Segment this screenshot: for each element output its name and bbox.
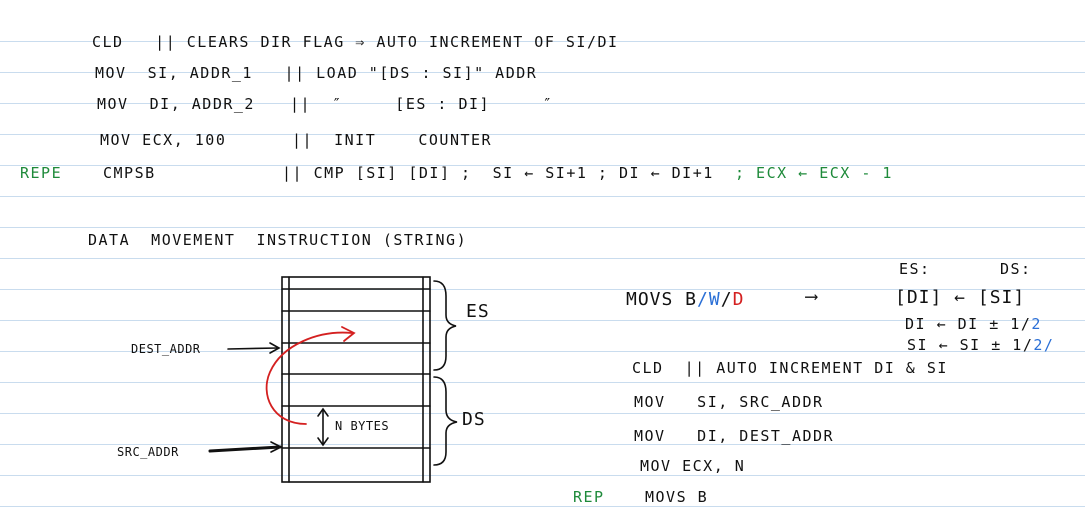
movs-w: W <box>708 289 721 310</box>
mov-si-src: MOV SI, SRC_ADDR <box>634 393 824 411</box>
mov-ecx-n: MOV ECX, N <box>640 457 746 475</box>
eq-di-blue: 2 <box>1031 315 1042 333</box>
movs-d: D <box>732 289 745 310</box>
eq-di-si: [DI] ← [SI] <box>895 287 1026 308</box>
cmpsb-comment-ecx: ; ECX ← ECX - 1 <box>735 164 893 182</box>
rep-prefix: REP <box>573 488 605 506</box>
mov-di-dest: MOV DI, DEST_ADDR <box>634 427 835 445</box>
note-line-cld: CLD || CLEARS DIR FLAG ⇒ AUTO INCREMENT … <box>92 33 619 51</box>
movs-instruction: MOVS B/W/D <box>626 291 744 309</box>
src-addr-label: SRC_ADDR <box>117 445 179 459</box>
eq-si-blue: 2/ <box>1033 336 1055 354</box>
cmpsb-comment: || CMP [SI] [DI] ; SI ← SI+1 ; DI ← DI+1 <box>282 164 714 182</box>
note-line-mov-di-comment: || ″ [ES : DI] ″ <box>290 95 554 113</box>
cmpsb-code: CMPSB <box>103 164 156 182</box>
n-bytes-label: N BYTES <box>335 419 390 433</box>
dest-addr-label: DEST_ADDR <box>131 342 201 356</box>
ds-brace <box>433 376 458 466</box>
note-line-mov-si: MOV SI, ADDR_1 || LOAD "[DS : SI]" ADDR <box>95 64 538 82</box>
ds-label: DS <box>462 409 486 430</box>
eq-si-update: SI ← SI ± 1/2/ <box>907 336 1054 354</box>
eq-di-update: DI ← DI ± 1/2 <box>905 315 1042 333</box>
note-line-mov-ecx-comment: || INIT COUNTER <box>292 131 493 149</box>
ds-heading: DS: <box>1000 260 1032 278</box>
section-title: DATA MOVEMENT INSTRUCTION (STRING) <box>88 231 468 249</box>
note-line-mov-di-code: MOV DI, ADDR_2 <box>97 95 255 113</box>
eq-si-main: SI ← SI ± 1/ <box>907 336 1034 354</box>
es-label: ES <box>466 301 490 322</box>
rep-movsb: MOVS B <box>645 488 709 506</box>
movs-sep-2: / <box>720 289 733 310</box>
note-line-mov-ecx-code: MOV ECX, 100 <box>100 131 227 149</box>
repe-prefix: REPE <box>20 164 63 182</box>
memory-block-outline <box>281 276 431 483</box>
eq-di-main: DI ← DI ± 1/ <box>905 315 1032 333</box>
movs-main: MOVS B <box>626 289 698 310</box>
movs-sep-1: / <box>697 289 709 310</box>
es-brace <box>433 280 457 371</box>
cld-auto-line: CLD || AUTO INCREMENT DI & SI <box>632 359 948 377</box>
movs-arrow: ⟶ <box>806 286 818 307</box>
es-heading: ES: <box>899 260 931 278</box>
move-arrow <box>265 331 353 425</box>
